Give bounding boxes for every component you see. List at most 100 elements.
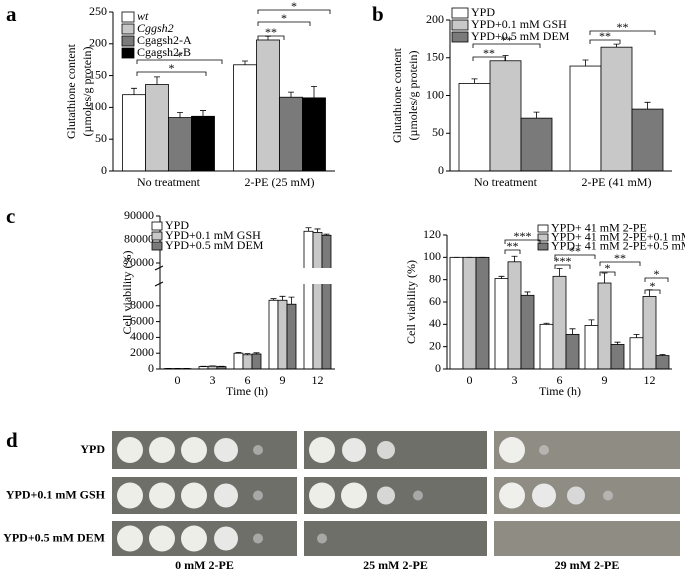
bar [277,299,288,370]
bar [233,64,257,172]
panel-label: d [6,428,18,452]
y-axis-label: Glutathione content [64,43,78,139]
legend-swatch [451,19,469,31]
legend-label: YPD+0.1 mM GSH [165,228,261,242]
bar [597,282,612,370]
legend-label: YPD+0.1 mM GSH [471,17,567,31]
legend-swatch [121,11,135,23]
colony-spot [567,486,585,505]
bar [286,303,297,370]
error-bar [533,111,540,119]
y-tick-label: 20 [429,338,441,352]
significance-bracket [589,39,621,44]
bar [655,355,670,370]
colony-spot [603,490,613,501]
colony-spot [253,490,263,501]
row-label: YPD+0.5 mM DEM [3,530,105,544]
legend-swatch [537,242,549,251]
significance-label: ** [265,25,277,39]
error-bar [471,78,478,84]
error-bar [288,91,294,98]
error-bar [253,352,260,354]
x-axis-label: Time (h) [539,384,581,398]
bar [312,232,323,370]
y-tick-label: 150 [89,67,107,81]
legend-label: YPD+0.5 mM DEM [165,238,264,252]
significance-label: ** [617,20,629,34]
bar [552,275,567,370]
legend-label: wt [137,9,149,23]
bar [145,84,169,172]
legend-label: YPD+0.5 mM DEM [471,29,570,43]
colony-spot [539,445,549,455]
colony-spot [149,482,175,509]
error-bar [498,275,505,279]
colony-spot [532,483,556,508]
x-tick-label: 12 [312,373,324,387]
error-bar [270,298,277,301]
colony-spot [117,482,143,509]
legend-label: Cggsh2 [137,21,174,35]
y-axis-label: Cell viability (%) [120,251,134,335]
significance-bracket [644,277,669,282]
bar [565,333,580,370]
panel-label: b [372,2,384,26]
legend-swatch [151,221,163,231]
significance-label: ** [599,29,611,43]
x-tick-label: 2-PE (25 mM) [245,175,315,189]
legend-swatch [451,7,469,19]
y-tick-label: 250 [89,4,107,18]
bar [449,256,464,370]
colony-spot [309,482,335,509]
colony-spot [499,482,525,509]
y-tick-label: 0 [438,163,444,177]
error-bar [311,86,317,98]
significance-label: *** [514,229,532,243]
y-axis-label: Cell viability (%) [404,260,418,344]
significance-label: ** [501,33,513,47]
error-bar [569,328,576,335]
bar [122,94,146,172]
colony-spot [181,437,207,463]
significance-bracket [472,43,541,48]
y-axis-label: (µmoles/g protein) [406,51,420,141]
legend-label: YPD+ 41 mM 2-PE+0.1 mM GSH [551,229,685,243]
bar [242,354,253,370]
y-tick-label: 0 [148,361,154,375]
y-tick-label: 50 [432,125,444,139]
significance-bracket [589,30,656,35]
significance-bracket [554,264,571,269]
axis-break-mark [154,265,164,287]
bar [475,256,490,370]
panel-label: c [6,204,15,228]
significance-bracket [257,21,311,26]
y-tick-label: 8000 [130,298,154,312]
bar [279,96,303,172]
error-bar [556,268,563,277]
significance-label: ** [483,46,495,60]
row-label: YPD [80,442,105,456]
y-tick-label: 4000 [130,329,154,343]
column-label: 25 mM 2-PE [363,558,428,572]
significance-label: ** [569,244,581,258]
legend-swatch [121,23,135,35]
error-bar [131,87,137,95]
y-axis-label: (µmoles/g protein) [80,47,94,137]
colony-spot [214,526,238,551]
colony-spot [377,486,395,505]
error-bar [582,59,589,67]
significance-label: * [281,11,287,25]
error-bar [659,354,666,356]
column-label: 29 mM 2-PE [555,558,620,572]
colony-spot [499,437,525,463]
y-tick-label: 2000 [130,345,154,359]
y-tick-label: 200 [89,36,107,50]
error-bar [235,352,242,354]
y-tick-label: 50 [95,131,107,145]
x-tick-label: 9 [602,373,608,387]
error-bar [200,110,206,117]
bar [489,60,522,172]
bar [462,256,477,370]
column-label: 0 mM 2-PE [175,558,234,572]
error-bar [614,341,621,345]
